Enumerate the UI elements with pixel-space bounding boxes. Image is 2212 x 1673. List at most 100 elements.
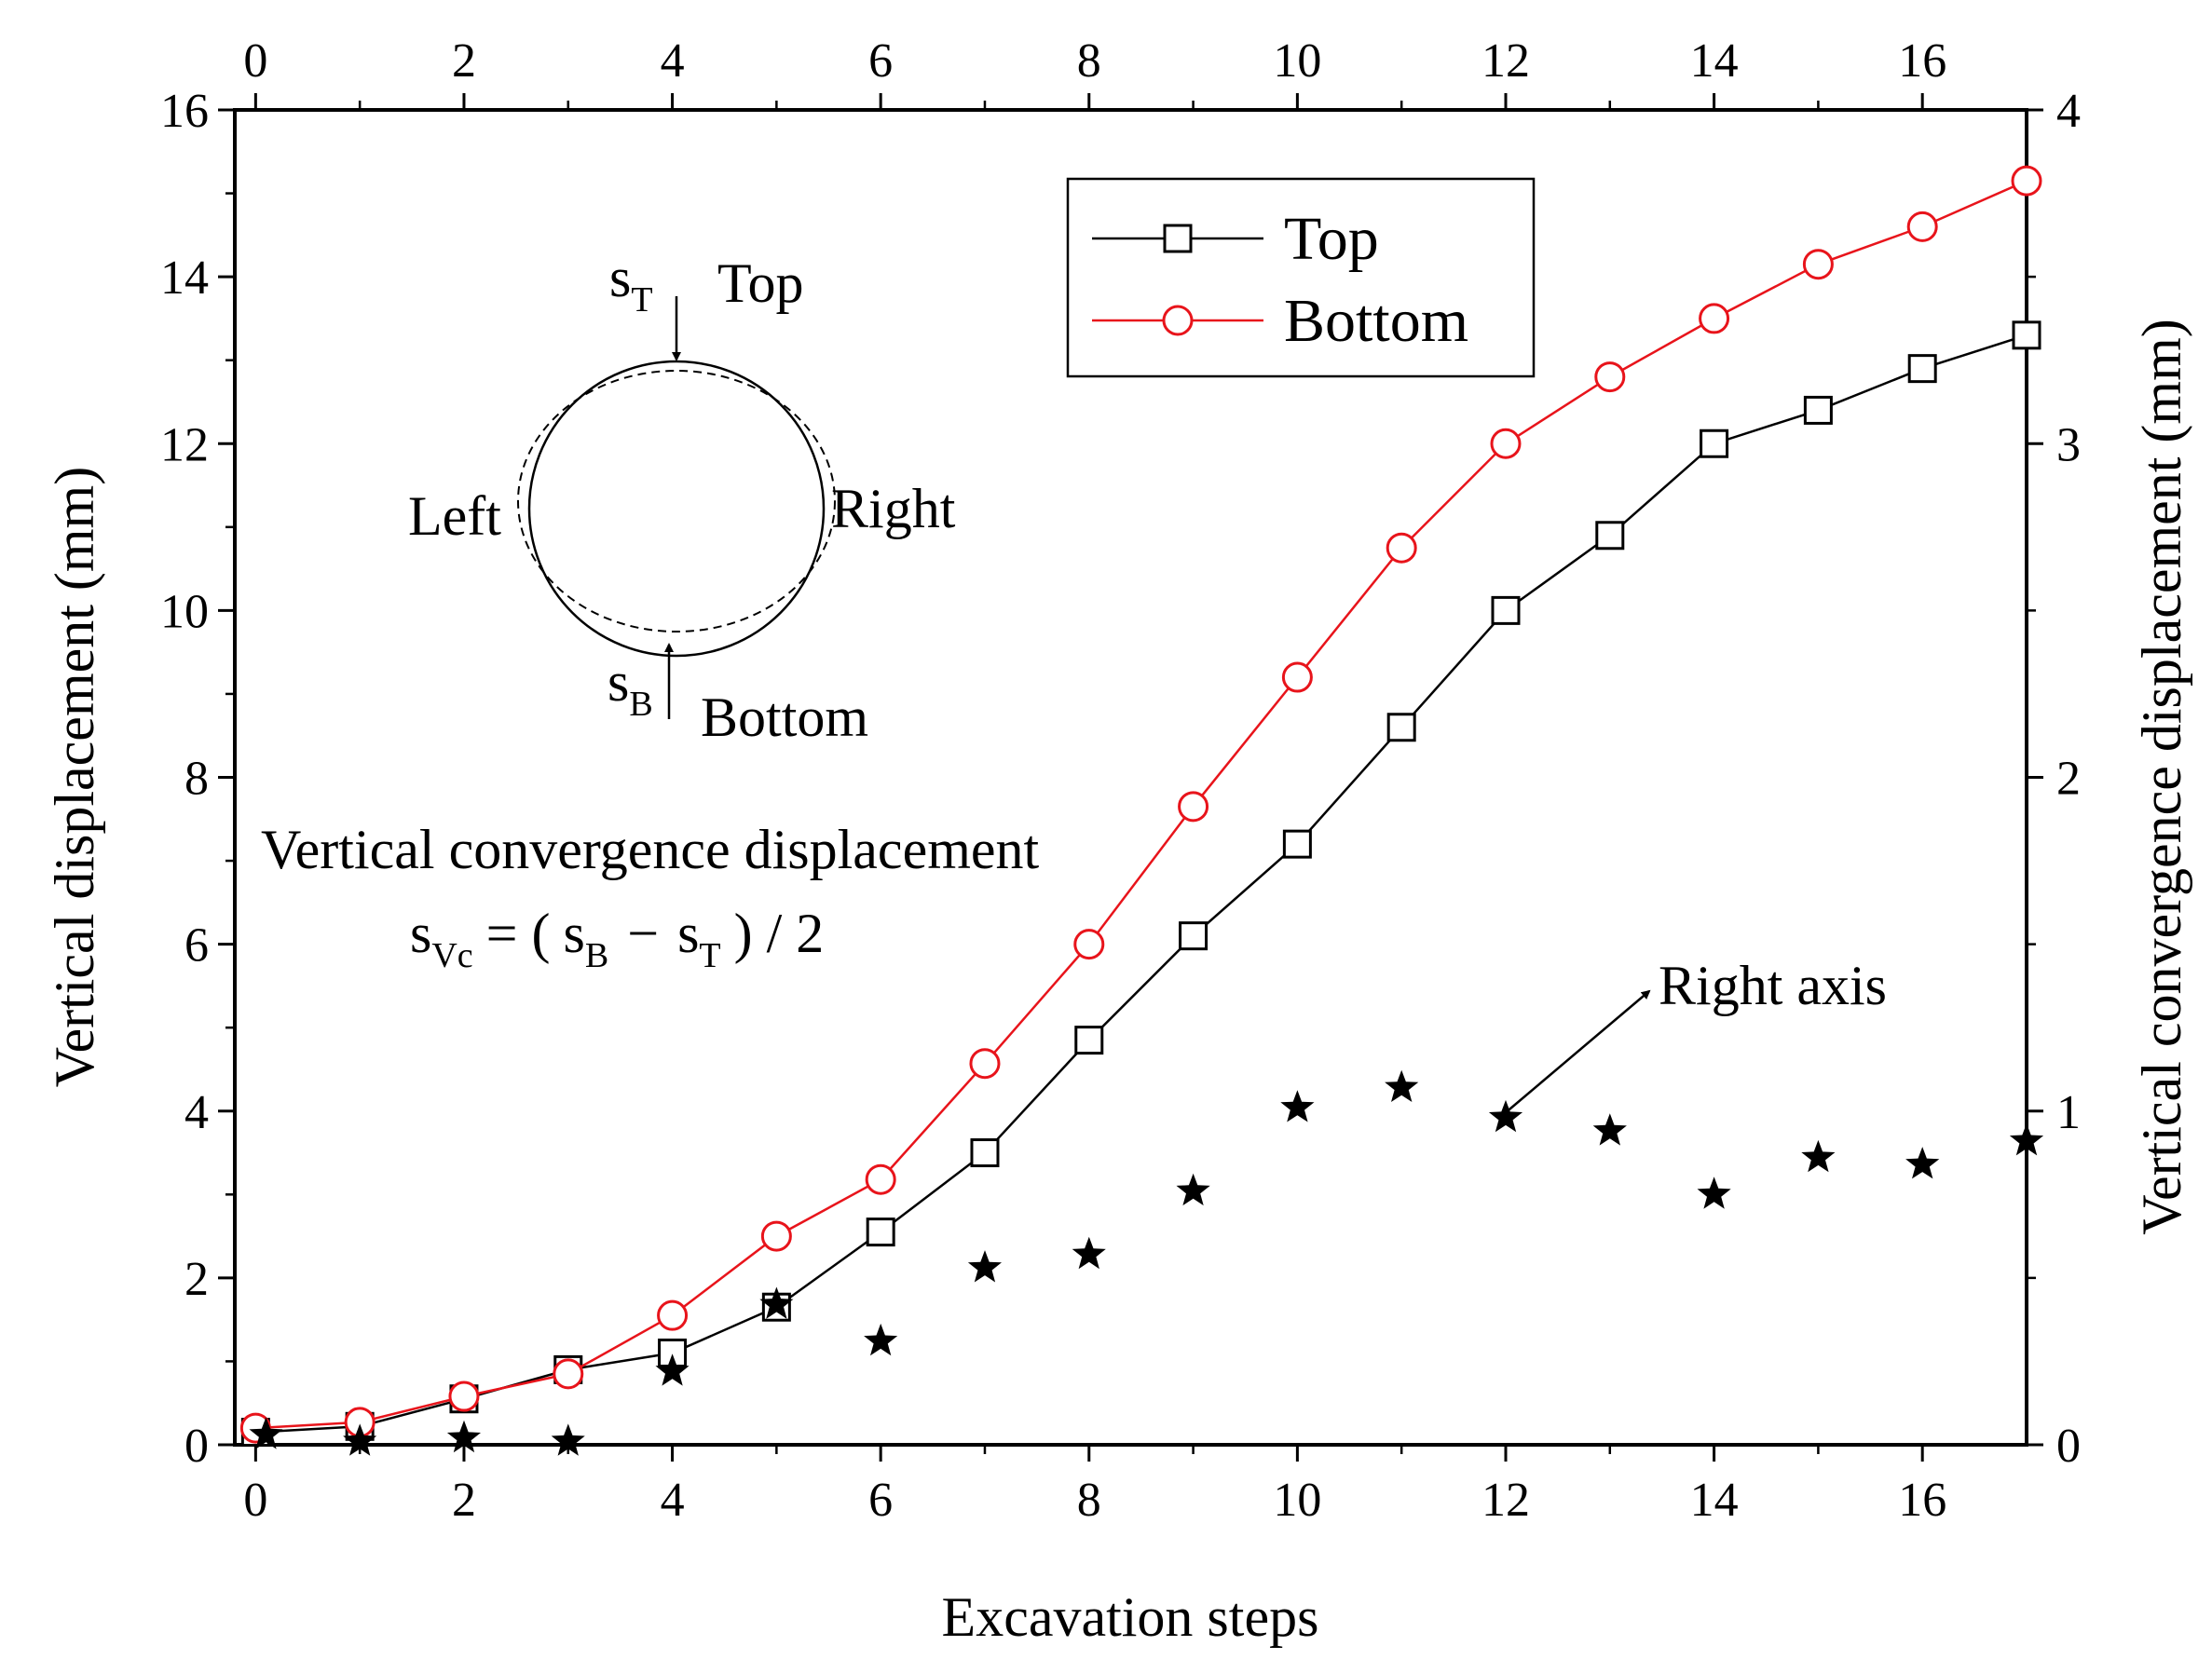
convergence-point [343,1423,377,1456]
s-bottom-label: sB [608,651,653,724]
legend-box [1066,177,1536,378]
y-tick-label: 0 [184,1420,209,1473]
y-tick-label: 4 [184,1086,209,1139]
legend-bottom-label: Bottom [1284,287,1468,355]
convergence-point [551,1423,585,1456]
bottom-point [1802,249,1834,280]
bottom-point [969,1048,1001,1080]
tunnel-circle [527,360,826,658]
x-tick-label-top: 8 [1077,34,1101,88]
x-tick-label-top: 4 [661,34,685,88]
y2-tick-label: 0 [2056,1420,2081,1473]
top-point [866,1217,895,1247]
bottom-series-line [255,179,2028,1430]
deformed-tunnel-outline [517,370,836,632]
convergence-point [1385,1069,1419,1102]
axes: 0022446688101012121414161602468101214160… [160,34,2081,1527]
x-tick-label-top: 6 [868,34,893,88]
convergence-point [1592,1113,1627,1146]
bottom-point [553,1358,584,1390]
top-series-line [255,333,2028,1434]
x-tick-label-bottom: 0 [243,1474,267,1527]
bottom-point [448,1381,480,1412]
convergence-point [967,1250,1002,1283]
y2-tick-label: 3 [2056,418,2081,471]
top-point [1282,829,1312,859]
y-tick-label: 2 [184,1253,209,1306]
y-tick-label: 16 [160,85,209,138]
x-tick-label-bottom: 10 [1273,1474,1321,1527]
top-point [970,1138,1000,1168]
y2-axis-title: Vertical convergence displacement (mm) [2131,319,2192,1234]
x-tick-label-top: 16 [1898,34,1946,88]
bottom-point [1699,303,1730,334]
s-top-label: sT [609,247,653,320]
top-point [1074,1026,1104,1055]
x-axis-title: Excavation steps [942,1586,1319,1648]
convergence-point [864,1323,898,1356]
y2-tick-label: 1 [2056,1086,2081,1139]
top-point [2012,320,2041,350]
bottom-point [1386,532,1417,564]
convergence-point [2009,1123,2044,1156]
top-point [1700,428,1729,458]
right-axis-note: Right axis [1659,955,1887,1016]
bottom-point [1490,428,1522,459]
bottom-point [760,1220,792,1252]
series-layer [239,165,2044,1456]
convergence-point [655,1353,690,1386]
convergence-point [1280,1090,1315,1122]
x-tick-label-top: 14 [1690,34,1739,88]
formula-equation: sVc = (sB − sT) / 2 [410,903,824,975]
diagram-top-label: Top [717,252,803,314]
convergence-point [249,1417,283,1449]
x-tick-label-bottom: 4 [661,1474,685,1527]
bottom-point [1281,661,1313,693]
bottom-point [657,1299,689,1331]
tunnel-diagram: sT Top Left Right sB Bottom [408,247,956,748]
convergence-point [446,1420,481,1453]
x-tick-label-top: 2 [452,34,476,88]
legend-top-label: Top [1284,205,1379,273]
top-point [1595,521,1625,551]
y2-tick-label: 4 [2056,85,2081,138]
convergence-point [1905,1147,1940,1179]
convergence-point [1801,1139,1836,1173]
formula-title: Vertical convergence displacement [261,819,1039,880]
x-tick-label-top: 0 [243,34,267,88]
x-tick-label-bottom: 16 [1898,1474,1946,1527]
x-tick-label-bottom: 14 [1690,1474,1739,1527]
top-point [1491,595,1521,625]
right-axis-arrow [1503,989,1651,1115]
bottom-point [1906,211,1938,242]
y-axis-title: Vertical displacement (mm) [44,467,105,1087]
y-tick-label: 14 [160,252,209,305]
y-tick-label: 6 [184,919,209,973]
bottom-point [865,1163,896,1195]
x-tick-label-top: 10 [1273,34,1321,88]
bottom-point [1073,929,1105,960]
x-tick-label-bottom: 2 [452,1474,476,1527]
x-tick-label-bottom: 12 [1481,1474,1530,1527]
bottom-point [2011,165,2042,197]
convergence-point [1697,1177,1731,1209]
convergence-point [1176,1173,1210,1206]
y-tick-label: 8 [184,753,209,806]
legend: Top Bottom [1066,177,1536,378]
y2-tick-label: 2 [2056,753,2081,806]
convergence-point [1488,1099,1523,1133]
y-tick-label: 10 [160,585,209,638]
top-point [1386,713,1416,742]
legend-top-marker [1163,224,1193,253]
y-tick-label: 12 [160,418,209,471]
x-tick-label-bottom: 6 [868,1474,893,1527]
x-tick-label-bottom: 8 [1077,1474,1101,1527]
diagram-bottom-label: Bottom [701,687,868,748]
x-tick-label-top: 12 [1481,34,1530,88]
convergence-point [759,1286,794,1319]
diagram-left-label: Left [408,485,501,547]
diagram-right-label: Right [831,478,956,539]
convergence-point [1072,1236,1106,1270]
top-point [1803,395,1833,425]
